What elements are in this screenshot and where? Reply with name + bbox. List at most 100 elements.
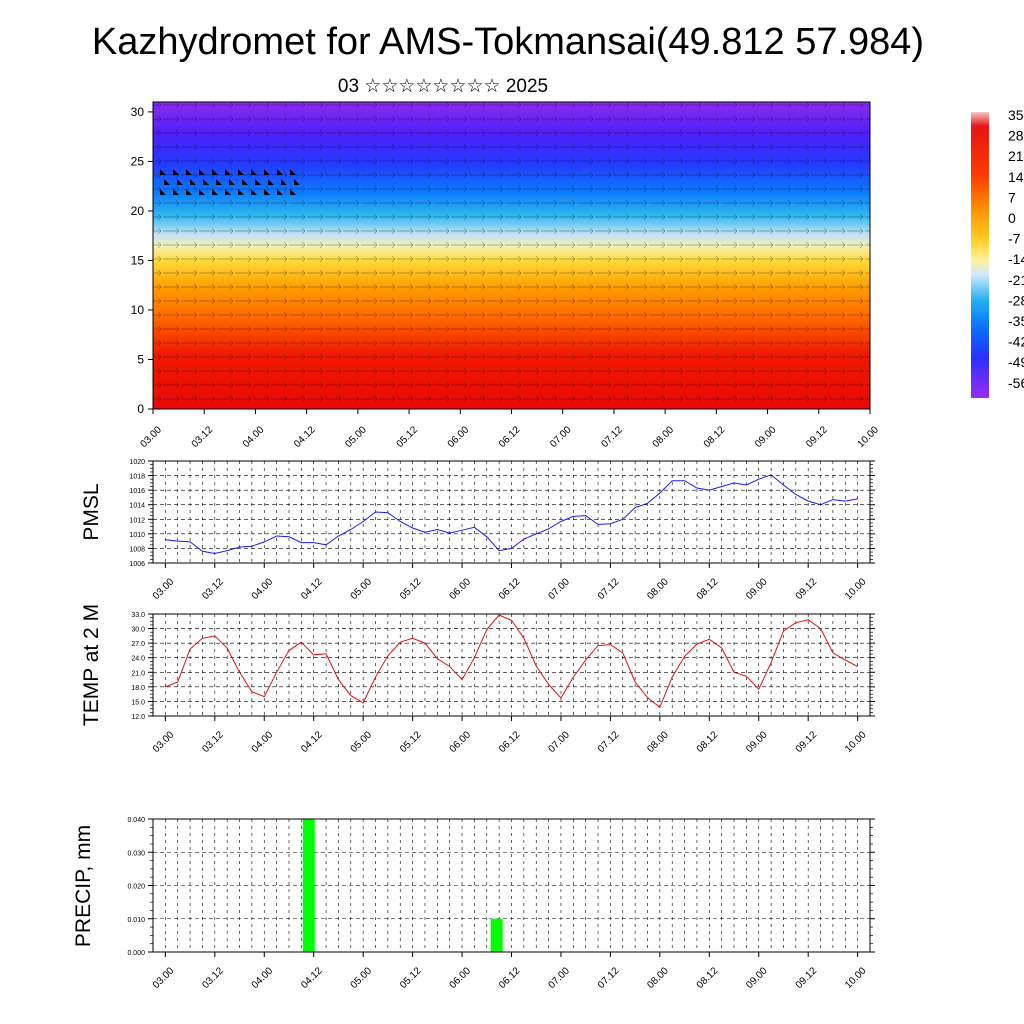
pmsl-y-tick-label: 1020 xyxy=(129,459,145,466)
heatmap-y-tick-label: 30 xyxy=(131,105,145,119)
wind-flag xyxy=(160,189,166,195)
temp-x-tick-label: 08.00 xyxy=(645,729,671,755)
wind-flag xyxy=(264,169,270,175)
pmsl-y-tick-label: 1016 xyxy=(129,488,145,495)
heatmap-x-tick-label: 03.12 xyxy=(190,424,216,450)
heatmap-x-tick-label: 06.00 xyxy=(446,424,472,450)
pmsl-x-tick-label: 07.12 xyxy=(596,576,622,602)
temp-x-tick-label: 05.00 xyxy=(349,729,375,755)
wind-flag xyxy=(212,169,218,175)
heatmap-x-tick-label: 08.00 xyxy=(651,424,677,450)
precip-x-tick-label: 09.12 xyxy=(794,965,820,991)
temp-panel: 12.015.018.021.024.027.030.033.0 03.00 03… xyxy=(80,604,875,755)
wind-flag xyxy=(268,179,274,185)
heatmap-y-tick-label: 25 xyxy=(131,154,145,168)
colorbar-label: -14 xyxy=(1008,251,1024,267)
pmsl-line xyxy=(165,474,858,555)
wind-flag xyxy=(186,169,192,175)
pmsl-x-tick-label: 07.00 xyxy=(546,576,572,602)
wind-flag xyxy=(225,169,231,175)
temp-x-tick-label: 09.12 xyxy=(794,729,820,755)
wind-flag xyxy=(203,179,209,185)
wind-flag xyxy=(264,189,270,195)
pmsl-x-tick-label: 08.12 xyxy=(695,576,721,602)
wind-flag xyxy=(225,189,231,195)
temp-y-tick-label: 27.0 xyxy=(131,641,145,648)
colorbar-labels: 35 28 21 14 7 0 -7 -14 -21 -28 -35 -42 -49 -56 xyxy=(1008,107,1024,391)
wind-flag xyxy=(290,169,296,175)
pmsl-x-tick-label: 09.12 xyxy=(794,576,820,602)
precip-panel: 0.000 0.010 0.020 0.030 0.040 03.00 03.12 04.0… xyxy=(72,817,875,991)
heatmap-y-tick-label: 5 xyxy=(137,352,144,366)
pmsl-y-tick-label: 1012 xyxy=(129,517,145,524)
wind-flag xyxy=(199,189,205,195)
wind-flag xyxy=(199,169,205,175)
heatmap-x-tick-label: 05.12 xyxy=(395,424,421,450)
wind-flag xyxy=(186,189,192,195)
temp-y-tick-label: 18.0 xyxy=(131,685,145,692)
heatmap-y-tick-label: 15 xyxy=(131,253,145,267)
pmsl-y-tick-label: 1018 xyxy=(129,474,145,481)
heatmap-x-tick-label: 07.00 xyxy=(548,424,574,450)
temp-y-tick-label: 12.0 xyxy=(131,714,145,721)
temp-grid xyxy=(153,614,870,716)
heatmap-x-tick-label: 09.00 xyxy=(753,424,779,450)
temp-x-tick-label: 03.00 xyxy=(151,729,177,755)
heatmap-y-tick-label: 10 xyxy=(131,303,145,317)
pmsl-y-tick-label: 1008 xyxy=(129,546,145,553)
temp-x-tick-label: 06.12 xyxy=(497,729,523,755)
wind-flag xyxy=(255,179,261,185)
colorbar-label: -28 xyxy=(1008,292,1024,308)
temp-y-tick-label: 30.0 xyxy=(131,627,145,634)
colorbar-label: 35 xyxy=(1008,107,1024,123)
heatmap-panel: 0 5 10 15 20 25 30 03.00 03.12 04.00 04.12 05.00 05… xyxy=(131,101,881,450)
precip-x-tick-label: 07.00 xyxy=(546,965,572,991)
precip-x-tick-label: 04.12 xyxy=(299,965,325,991)
precip-x-tick-label: 05.12 xyxy=(398,965,424,991)
temp-x-tick-label: 07.12 xyxy=(596,729,622,755)
wind-flag xyxy=(251,169,257,175)
temp-y-axis: 12.0 15.0 18.0 21.0 24.0 27.0 30.0 33.0 xyxy=(131,612,875,721)
heatmap-x-tick-label: 06.12 xyxy=(497,424,523,450)
temp-y-tick-label: 24.0 xyxy=(131,656,145,663)
pmsl-x-tick-label: 08.00 xyxy=(645,576,671,602)
colorbar-label: -49 xyxy=(1008,354,1024,370)
pmsl-y-tick-label: 1014 xyxy=(129,503,145,510)
precip-x-tick-label: 03.00 xyxy=(151,965,177,991)
temp-x-axis: 03.00 03.12 04.00 04.12 05.00 05.12 06.00 06.12… xyxy=(151,716,869,755)
precip-bars xyxy=(302,819,503,952)
colorbar-label: -56 xyxy=(1008,375,1024,391)
temp-y-tick-label: 33.0 xyxy=(131,612,145,619)
precip-y-axis: 0.000 0.010 0.020 0.030 0.040 xyxy=(127,817,875,957)
heatmap-y-axis: 0 5 10 15 20 25 30 xyxy=(131,105,153,416)
wind-flag xyxy=(294,179,300,185)
pmsl-x-tick-label: 10.00 xyxy=(843,576,869,602)
precip-y-tick-label: 0.030 xyxy=(127,850,145,857)
heatmap-x-tick-label: 04.00 xyxy=(241,424,267,450)
pmsl-grid xyxy=(153,461,870,563)
precip-bar xyxy=(302,819,315,952)
heatmap-x-axis: 03.00 03.12 04.00 04.12 05.00 05.12 06.00 06.12… xyxy=(138,409,881,450)
heatmap-x-tick-label: 07.12 xyxy=(599,424,625,450)
temp-x-tick-label: 10.00 xyxy=(843,729,869,755)
temp-x-tick-label: 04.12 xyxy=(299,729,325,755)
heatmap-y-tick-label: 0 xyxy=(137,402,144,416)
pmsl-y-tick-label: 1010 xyxy=(129,532,145,539)
temp-x-tick-label: 06.00 xyxy=(448,729,474,755)
precip-y-tick-label: 0.010 xyxy=(127,917,145,924)
pmsl-y-tick-label: 1006 xyxy=(129,561,145,568)
colorbar-label: 21 xyxy=(1008,148,1024,164)
pmsl-x-tick-label: 06.12 xyxy=(497,576,523,602)
wind-flag xyxy=(281,179,287,185)
pmsl-x-tick-label: 04.00 xyxy=(250,576,276,602)
precip-grid xyxy=(153,819,870,952)
colorbar-gradient xyxy=(971,112,989,398)
wind-flag xyxy=(277,169,283,175)
heatmap-x-tick-label: 05.00 xyxy=(343,424,369,450)
wind-flag xyxy=(164,179,170,185)
colorbar-label: -21 xyxy=(1008,272,1024,288)
wind-flag xyxy=(212,189,218,195)
wind-flag xyxy=(177,179,183,185)
precip-x-tick-label: 06.12 xyxy=(497,965,523,991)
heatmap-x-tick-label: 09.12 xyxy=(804,424,830,450)
